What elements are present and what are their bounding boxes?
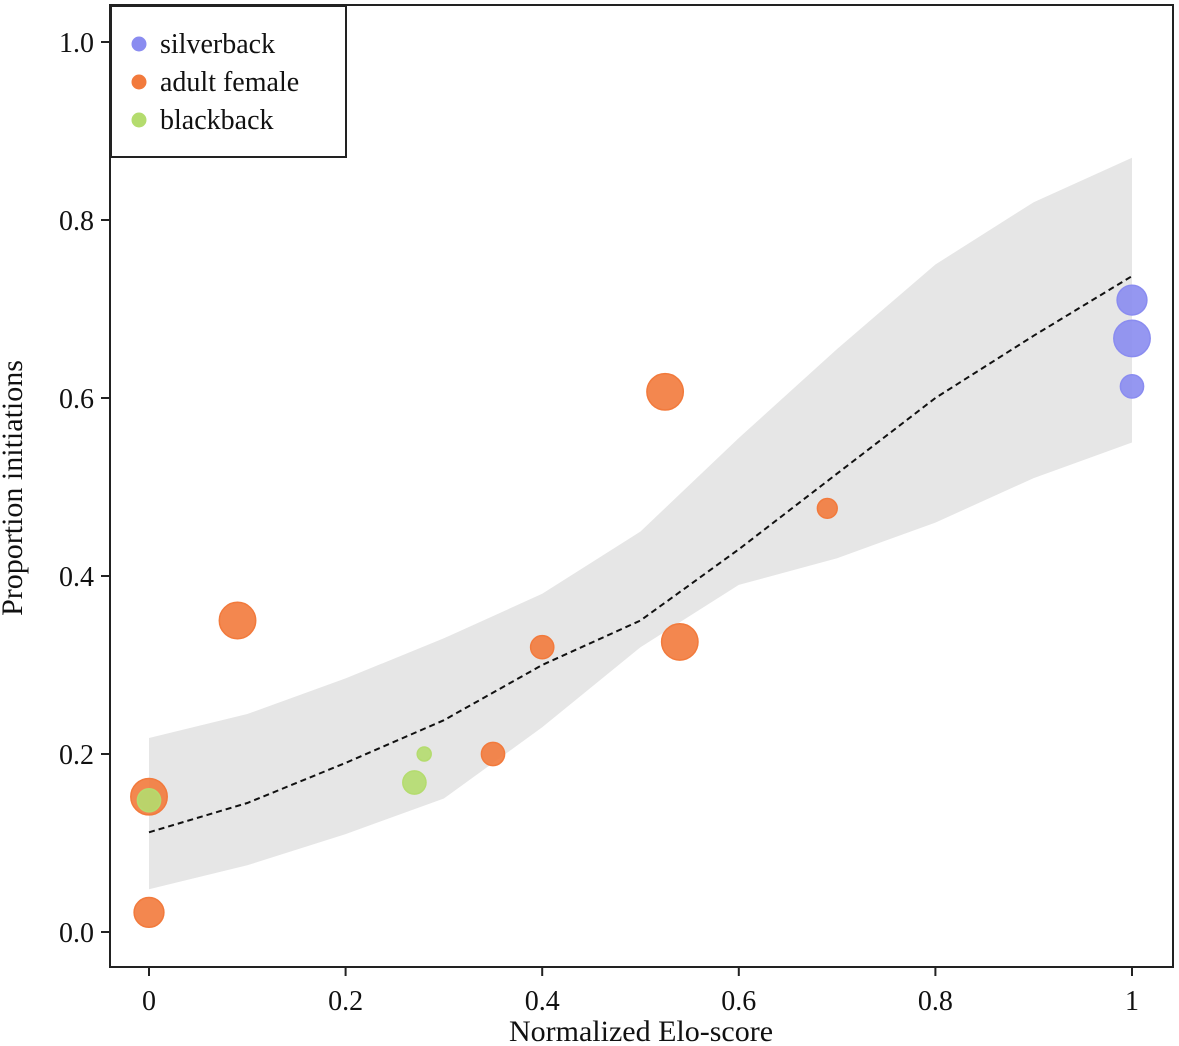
legend-marker-blackback [131, 112, 147, 128]
x-tick-label-0: 0 [142, 986, 156, 1017]
legend-label-blackback: blackback [160, 105, 274, 136]
y-axis-title: Proportion initiations [0, 360, 29, 616]
point-blackback-1 [402, 770, 427, 795]
y-axis: 0.0 0.2 0.4 0.6 0.8 1.0 [59, 28, 111, 949]
point-silverback-0 [1116, 284, 1148, 316]
y-tick-label-1: 0.2 [59, 740, 94, 771]
point-adult-female-7 [816, 497, 838, 520]
x-tick-label-1: 0.2 [328, 986, 363, 1017]
point-adult-female-6 [660, 622, 699, 661]
point-adult-female-1 [133, 896, 165, 929]
x-tick-label-3: 0.6 [721, 986, 756, 1017]
legend-marker-adult-female [131, 74, 147, 90]
x-tick-label-2: 0.4 [525, 986, 560, 1017]
point-silverback-2 [1119, 374, 1145, 399]
y-tick-label-2: 0.4 [59, 562, 94, 593]
point-adult-female-5 [646, 372, 685, 411]
confidence-band [149, 157, 1132, 890]
y-tick-label-3: 0.6 [59, 384, 94, 415]
data-points-layer [130, 284, 1151, 929]
confidence-band-layer [149, 157, 1132, 890]
legend-marker-silverback [131, 36, 147, 52]
y-tick-label-0: 0.0 [59, 918, 94, 949]
fit-line-layer [148, 275, 1133, 834]
fit-line [148, 275, 1133, 834]
x-axis: 0 0.2 0.4 0.6 0.8 1 [142, 966, 1139, 1017]
legend-label-adult-female: adult female [160, 67, 299, 98]
legend: silverback adult female blackback [110, 5, 347, 158]
x-tick-label-4: 0.8 [918, 986, 953, 1017]
point-adult-female-3 [480, 741, 506, 767]
point-blackback-0 [136, 787, 162, 813]
point-adult-female-2 [218, 601, 257, 640]
point-blackback-2 [416, 746, 432, 762]
x-axis-title: Normalized Elo-score [509, 1015, 773, 1046]
legend-label-silverback: silverback [160, 29, 275, 60]
point-silverback-1 [1113, 319, 1151, 358]
y-tick-label-5: 1.0 [59, 28, 94, 59]
legend-box [110, 5, 347, 158]
y-tick-label-4: 0.8 [59, 206, 94, 237]
x-tick-label-5: 1 [1125, 986, 1139, 1017]
point-adult-female-4 [529, 634, 555, 660]
